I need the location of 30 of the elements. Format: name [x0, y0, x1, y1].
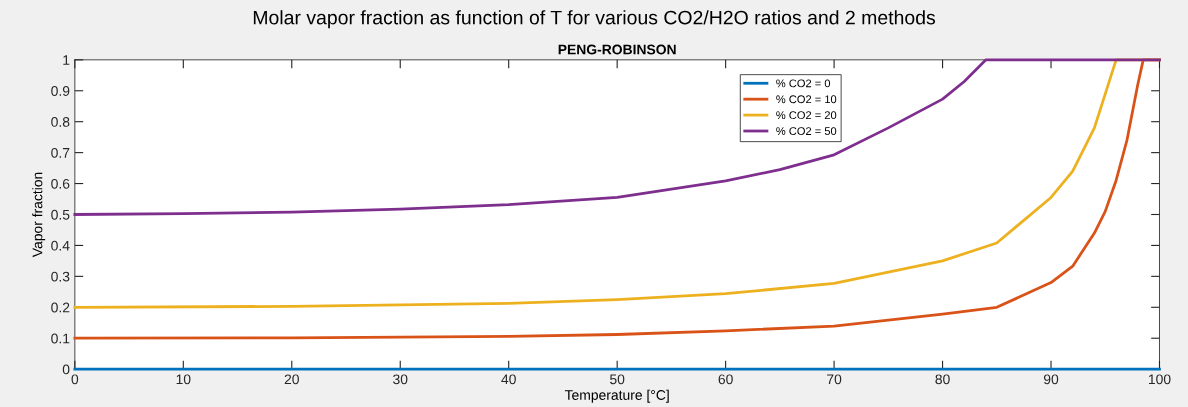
- y-tick-label: 0.6: [51, 178, 70, 189]
- y-tick-label: 0.8: [51, 117, 70, 127]
- legend-label: % CO2 = 10: [776, 95, 837, 104]
- y-tick-label: 0.2: [51, 302, 70, 313]
- x-tick-label: 0: [71, 374, 79, 385]
- y-tick-label: 0.3: [51, 271, 70, 282]
- y-axis-title: Vapor fraction: [32, 172, 46, 258]
- y-tick-label: 0.1: [51, 333, 70, 344]
- x-tick-label: 20: [284, 374, 299, 385]
- x-tick-label: 60: [718, 374, 733, 385]
- y-tick-label: 0.5: [51, 209, 70, 220]
- x-tick-label: 30: [393, 374, 408, 385]
- y-tick-label: 0.4: [51, 240, 70, 251]
- x-tick-label: 80: [935, 374, 950, 385]
- y-tick-label: 0: [62, 364, 70, 375]
- x-axis-title: Temperature [°C]: [564, 389, 669, 403]
- y-tick-label: 0.9: [51, 86, 70, 96]
- x-tick-label: 40: [501, 374, 516, 385]
- legend-label: % CO2 = 0: [776, 79, 831, 88]
- chart-title: Molar vapor fraction as function of T for various CO2/H2O ratios and 2 methods: [253, 10, 936, 29]
- chart-subtitle: PENG-ROBINSON: [558, 44, 676, 55]
- x-tick-label: 100: [1148, 374, 1171, 385]
- x-tick-label: 70: [827, 374, 842, 385]
- y-tick-label: 1: [63, 55, 70, 65]
- legend-label: % CO2 = 20: [776, 111, 837, 120]
- y-tick-label: 0.7: [51, 147, 70, 158]
- x-tick-label: 50: [610, 374, 625, 385]
- x-tick-label: 10: [176, 374, 191, 385]
- legend-label: % CO2 = 50: [776, 127, 837, 136]
- x-tick-label: 90: [1043, 374, 1059, 385]
